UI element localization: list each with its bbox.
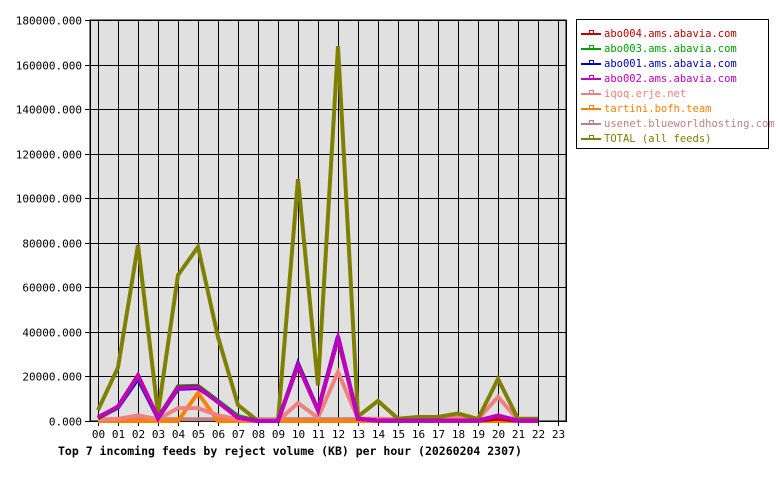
- legend-label: abo004.ams.abavia.com: [604, 27, 737, 40]
- series-line-total-all-feeds-: [96, 45, 538, 423]
- x-tick-label: 00: [92, 428, 105, 441]
- y-tick-label: 100000.000: [16, 193, 82, 206]
- x-tick-label: 12: [332, 428, 345, 441]
- legend-label: usenet.blueworldhosting.com: [604, 117, 775, 130]
- x-tick-label: 18: [452, 428, 465, 441]
- x-tick-label: 03: [152, 428, 165, 441]
- legend-item: abo003.ams.abavia.com: [577, 41, 768, 56]
- x-tick-label: 22: [532, 428, 545, 441]
- x-tick-label: 10: [292, 428, 305, 441]
- x-tick-label: 02: [132, 428, 145, 441]
- legend-label: abo003.ams.abavia.com: [604, 42, 737, 55]
- legend-line-marker-icon: [581, 29, 601, 38]
- y-tick-label: 80000.000: [22, 238, 82, 251]
- x-tick-label: 23: [552, 428, 565, 441]
- y-tick-label: 180000.000: [16, 15, 82, 28]
- legend-label: abo002.ams.abavia.com: [604, 72, 737, 85]
- legend-item: iqoq.erje.net: [577, 86, 768, 101]
- x-tick-label: 14: [372, 428, 386, 441]
- x-tick-label: 11: [312, 428, 325, 441]
- legend-line-marker-icon: [581, 119, 601, 128]
- legend-line-marker-icon: [581, 104, 601, 113]
- legend-item: abo001.ams.abavia.com: [577, 56, 768, 71]
- x-tick-label: 05: [192, 428, 205, 441]
- y-tick-label: 40000.000: [22, 327, 82, 340]
- x-tick-label: 09: [272, 428, 285, 441]
- x-tick-label: 16: [412, 428, 425, 441]
- x-tick-label: 17: [432, 428, 445, 441]
- x-tick-label: 21: [512, 428, 525, 441]
- legend-item: TOTAL (all feeds): [577, 131, 768, 146]
- x-axis: 00 01 02 03 04 05 06 07 08 09 10 11 12 13 14 15 16 17 18 19…: [92, 421, 565, 441]
- y-tick-label: 140000.000: [16, 104, 82, 117]
- y-tick-label: 60000.000: [22, 282, 82, 295]
- x-tick-label: 01: [112, 428, 125, 441]
- legend-line-marker-icon: [581, 44, 601, 53]
- legend-label: abo001.ams.abavia.com: [604, 57, 737, 70]
- series-line-abo002-ams-abavia-com: [97, 330, 538, 423]
- legend-label: iqoq.erje.net: [604, 87, 687, 100]
- y-tick-label: 20000.000: [22, 371, 82, 384]
- x-tick-label: 20: [492, 428, 505, 441]
- legend-label: tartini.bofh.team: [604, 102, 712, 115]
- chart-title: Top 7 incoming feeds by reject volume (K…: [58, 444, 522, 458]
- x-tick-label: 08: [252, 428, 265, 441]
- legend-line-marker-icon: [581, 59, 601, 68]
- y-tick-label: 160000.000: [16, 60, 82, 73]
- legend-item: tartini.bofh.team: [577, 101, 768, 116]
- x-tick-label: 19: [472, 428, 485, 441]
- y-tick-label: 120000.000: [16, 149, 82, 162]
- y-tick-label: 0.000: [49, 416, 82, 429]
- legend: abo004.ams.abavia.com abo003.ams.abavia.c…: [576, 19, 775, 149]
- x-tick-label: 07: [232, 428, 245, 441]
- x-tick-label: 15: [392, 428, 405, 441]
- x-tick-label: 06: [212, 428, 225, 441]
- x-tick-label: 04: [172, 428, 186, 441]
- y-axis: 0.000 20000.000 40000.000 60000.000 80000.00…: [16, 15, 90, 429]
- legend-label: TOTAL (all feeds): [604, 132, 712, 145]
- data-series: [96, 45, 538, 423]
- legend-item: abo002.ams.abavia.com: [577, 71, 768, 86]
- x-tick-label: 13: [352, 428, 365, 441]
- legend-item: usenet.blueworldhosting.com: [577, 116, 775, 131]
- legend-line-marker-icon: [581, 89, 601, 98]
- legend-item: abo004.ams.abavia.com: [577, 26, 768, 41]
- legend-line-marker-icon: [581, 134, 601, 143]
- series-line-iqoq-erje-net: [97, 366, 538, 423]
- legend-line-marker-icon: [581, 74, 601, 83]
